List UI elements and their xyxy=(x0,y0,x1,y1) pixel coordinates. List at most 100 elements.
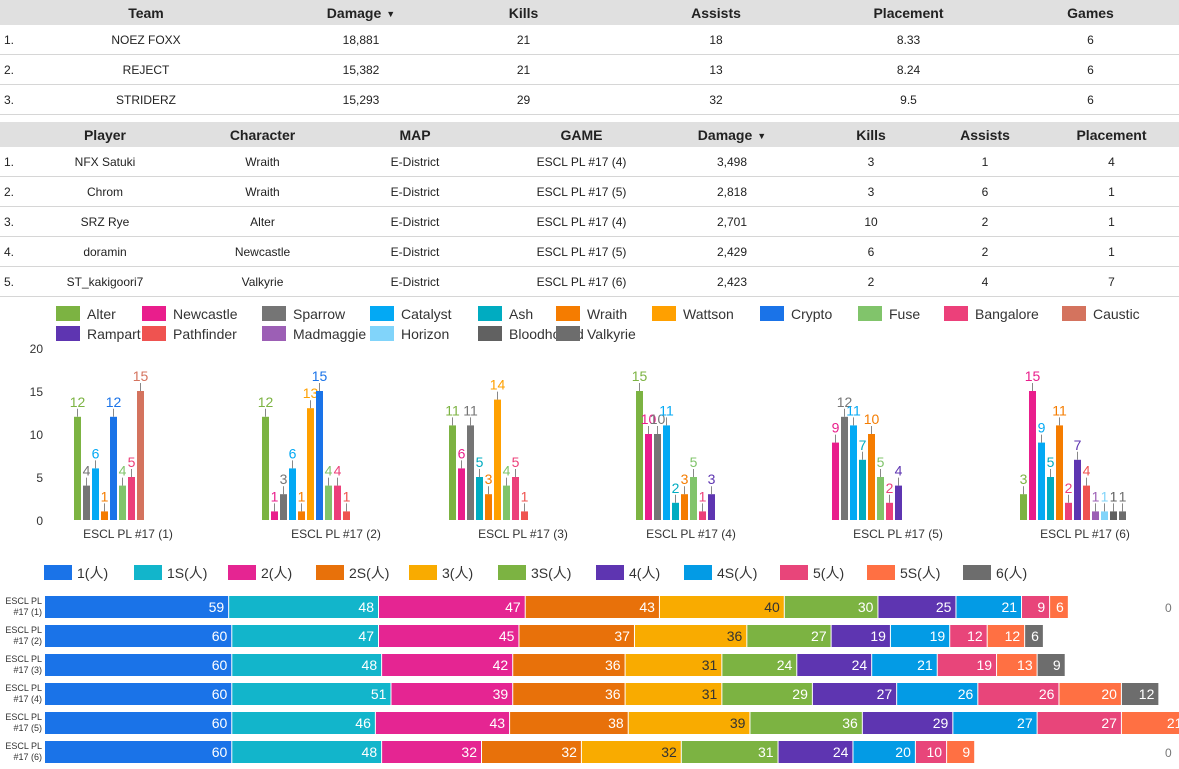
bar[interactable] xyxy=(1074,459,1081,520)
bar[interactable] xyxy=(1065,502,1072,520)
stacked-segment[interactable] xyxy=(378,596,525,618)
header-game[interactable]: GAME xyxy=(515,122,648,147)
bar[interactable] xyxy=(476,477,483,520)
header-placement[interactable]: Placement xyxy=(1044,122,1179,147)
legend-item[interactable]: 4S(人) xyxy=(684,565,757,581)
bar[interactable] xyxy=(119,485,126,520)
legend-item[interactable]: 2(人) xyxy=(228,565,292,581)
stacked-segment[interactable] xyxy=(1059,683,1121,705)
bar[interactable] xyxy=(325,485,332,520)
stacked-segment[interactable] xyxy=(1037,712,1121,734)
stacked-segment[interactable] xyxy=(872,654,937,676)
table-row[interactable]: 3. SRZ Rye Alter E-District ESCL PL #17 (4) 2… xyxy=(0,206,1179,237)
bar[interactable] xyxy=(832,442,839,520)
table-row[interactable]: 4. doramin Newcastle E-District ESCL PL #17 … xyxy=(0,236,1179,267)
stacked-segment[interactable] xyxy=(625,654,722,676)
header-player[interactable]: Player xyxy=(0,122,210,147)
table-row[interactable]: 2. REJECT 15,382 21 13 8.24 6 xyxy=(0,54,1179,85)
stacked-segment[interactable] xyxy=(681,741,778,763)
table-row[interactable]: 3. STRIDERZ 15,293 29 32 9.5 6 xyxy=(0,84,1179,115)
stacked-segment[interactable] xyxy=(513,683,625,705)
bar[interactable] xyxy=(708,494,715,520)
header-map[interactable]: MAP xyxy=(315,122,515,147)
bar[interactable] xyxy=(859,459,866,520)
stacked-segment[interactable] xyxy=(45,741,232,763)
header-damage[interactable]: Damage ▼ xyxy=(648,122,816,147)
bar[interactable] xyxy=(672,502,679,520)
bar[interactable] xyxy=(298,511,305,520)
bar[interactable] xyxy=(699,511,706,520)
stacked-segment[interactable] xyxy=(482,741,581,763)
stacked-segment[interactable] xyxy=(831,625,890,647)
stacked-segment[interactable] xyxy=(947,741,975,763)
bar[interactable] xyxy=(343,511,350,520)
stacked-segment[interactable] xyxy=(232,625,378,647)
stacked-segment[interactable] xyxy=(510,712,628,734)
stacked-segment[interactable] xyxy=(950,625,987,647)
stacked-segment[interactable] xyxy=(45,625,232,647)
stacked-segment[interactable] xyxy=(634,625,747,647)
stacked-segment[interactable] xyxy=(45,654,232,676)
legend-item[interactable]: Rampart xyxy=(56,326,141,342)
bar[interactable] xyxy=(1083,485,1090,520)
stacked-segment[interactable] xyxy=(778,741,853,763)
bar[interactable] xyxy=(110,416,117,520)
bar[interactable] xyxy=(1119,511,1126,520)
stacked-segment[interactable] xyxy=(1022,596,1050,618)
bar[interactable] xyxy=(1038,442,1045,520)
stacked-segment[interactable] xyxy=(378,625,519,647)
legend-item[interactable]: 3(人) xyxy=(409,565,473,581)
header-kills[interactable]: Kills xyxy=(816,122,926,147)
legend-item[interactable]: Catalyst xyxy=(370,306,452,322)
bar[interactable] xyxy=(1056,425,1063,520)
legend-item[interactable]: Bangalore xyxy=(944,306,1039,322)
bar[interactable] xyxy=(841,416,848,520)
bar[interactable] xyxy=(512,477,519,520)
stacked-segment[interactable] xyxy=(1121,683,1159,705)
bar[interactable] xyxy=(101,511,108,520)
legend-item[interactable]: Wraith xyxy=(556,306,627,322)
legend-item[interactable]: 6(人) xyxy=(963,565,1027,581)
bar[interactable] xyxy=(503,485,510,520)
stacked-segment[interactable] xyxy=(722,654,797,676)
legend-item[interactable]: Crypto xyxy=(760,306,832,322)
legend-item[interactable]: Caustic xyxy=(1062,306,1140,322)
bar[interactable] xyxy=(316,391,323,520)
legend-item[interactable]: 5(人) xyxy=(780,565,844,581)
legend-item[interactable]: Ash xyxy=(478,306,533,322)
header-placement[interactable]: Placement xyxy=(815,0,1002,25)
bar[interactable] xyxy=(128,477,135,520)
stacked-segment[interactable] xyxy=(784,596,878,618)
stacked-segment[interactable] xyxy=(987,625,1025,647)
stacked-segment[interactable] xyxy=(915,741,947,763)
sort-desc-icon[interactable]: ▼ xyxy=(757,130,767,141)
bar[interactable] xyxy=(494,399,501,520)
header-assists[interactable]: Assists xyxy=(926,122,1044,147)
stacked-segment[interactable] xyxy=(956,596,1022,618)
bar[interactable] xyxy=(334,485,341,520)
header-character[interactable]: Character xyxy=(210,122,315,147)
stacked-segment[interactable] xyxy=(232,712,375,734)
legend-item[interactable]: 5S(人) xyxy=(867,565,940,581)
stacked-segment[interactable] xyxy=(997,654,1037,676)
stacked-segment[interactable] xyxy=(937,654,997,676)
stacked-segment[interactable] xyxy=(1025,625,1043,647)
stacked-segment[interactable] xyxy=(391,683,513,705)
bar[interactable] xyxy=(645,434,652,520)
stacked-segment[interactable] xyxy=(382,741,482,763)
bar[interactable] xyxy=(449,425,456,520)
stacked-segment[interactable] xyxy=(232,654,382,676)
bar[interactable] xyxy=(1092,511,1099,520)
stacked-segment[interactable] xyxy=(812,683,897,705)
header-assists[interactable]: Assists xyxy=(617,0,815,25)
legend-item[interactable]: Wattson xyxy=(652,306,734,322)
stacked-segment[interactable] xyxy=(853,741,915,763)
bar[interactable] xyxy=(868,434,875,520)
stacked-segment[interactable] xyxy=(1037,654,1065,676)
stacked-segment[interactable] xyxy=(890,625,950,647)
bar[interactable] xyxy=(1029,391,1036,520)
stacked-segment[interactable] xyxy=(232,683,391,705)
table-row[interactable]: 1. NFX Satuki Wraith E-District ESCL PL #17 … xyxy=(0,147,1179,177)
table-row[interactable]: 2. Chrom Wraith E-District ESCL PL #17 (5) 2,… xyxy=(0,176,1179,207)
bar[interactable] xyxy=(262,416,269,520)
